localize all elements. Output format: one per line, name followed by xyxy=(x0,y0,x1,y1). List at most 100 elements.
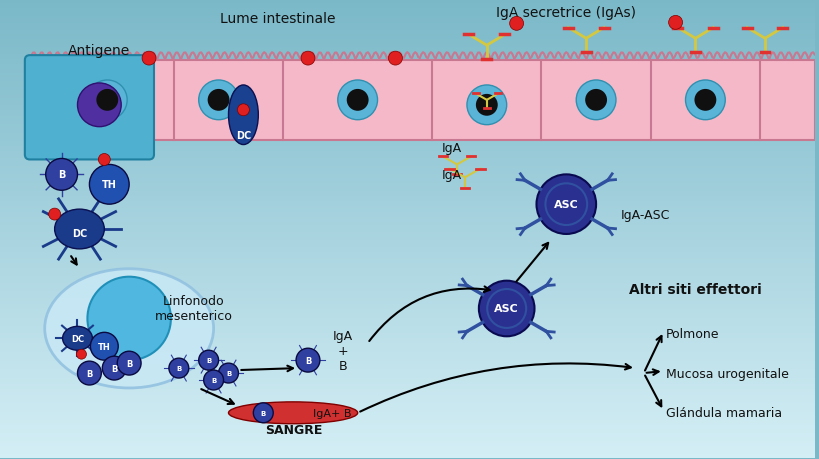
Bar xyxy=(0,241,814,242)
Bar xyxy=(0,187,814,188)
Bar xyxy=(0,293,814,294)
Bar xyxy=(0,151,814,152)
Bar xyxy=(0,32,814,33)
Bar xyxy=(0,120,814,122)
Bar xyxy=(0,225,814,227)
Bar xyxy=(0,68,814,69)
Bar xyxy=(0,300,814,301)
Bar xyxy=(0,257,814,258)
Bar xyxy=(0,5,814,6)
Bar xyxy=(0,64,814,65)
Bar xyxy=(0,195,814,196)
Circle shape xyxy=(46,159,78,191)
Text: IgA-ASC: IgA-ASC xyxy=(620,208,669,221)
Bar xyxy=(0,280,814,281)
Bar xyxy=(0,254,814,255)
Circle shape xyxy=(509,17,523,31)
Bar xyxy=(0,281,814,282)
Bar xyxy=(0,384,814,385)
Bar xyxy=(0,185,814,186)
Bar xyxy=(0,427,814,428)
Bar xyxy=(0,114,814,116)
Bar xyxy=(0,385,814,386)
Text: IgA
+
B: IgA + B xyxy=(333,329,352,372)
Bar xyxy=(0,455,814,457)
Bar xyxy=(0,370,814,371)
Bar xyxy=(0,106,814,107)
Bar xyxy=(0,273,814,274)
Ellipse shape xyxy=(55,210,104,249)
Bar xyxy=(0,400,814,401)
Bar xyxy=(0,444,814,445)
Ellipse shape xyxy=(229,402,357,424)
Bar xyxy=(0,210,814,211)
Circle shape xyxy=(198,350,219,370)
FancyBboxPatch shape xyxy=(29,61,814,140)
Bar xyxy=(0,267,814,268)
Bar xyxy=(0,94,814,95)
Bar xyxy=(0,50,814,51)
Bar xyxy=(0,347,814,348)
Bar xyxy=(0,258,814,259)
Bar xyxy=(0,158,814,159)
Circle shape xyxy=(89,165,129,205)
Bar xyxy=(0,216,814,217)
Bar xyxy=(0,75,814,76)
Bar xyxy=(0,365,814,366)
Circle shape xyxy=(97,90,118,112)
Text: B: B xyxy=(126,359,132,368)
Bar xyxy=(0,367,814,368)
Bar xyxy=(0,434,814,435)
Bar xyxy=(0,368,814,369)
Bar xyxy=(0,285,814,286)
Bar xyxy=(0,63,814,64)
Bar xyxy=(0,345,814,346)
Bar xyxy=(0,77,814,78)
Bar xyxy=(0,334,814,335)
Bar xyxy=(0,72,814,73)
Bar xyxy=(0,289,814,290)
Text: Polmone: Polmone xyxy=(665,327,718,340)
Bar xyxy=(0,374,814,375)
Bar xyxy=(0,421,814,422)
Bar xyxy=(0,420,814,421)
Bar xyxy=(0,232,814,234)
Bar xyxy=(0,22,814,23)
Bar xyxy=(0,38,814,39)
Bar xyxy=(0,27,814,28)
Bar xyxy=(0,131,814,132)
Circle shape xyxy=(88,277,170,360)
Bar xyxy=(0,186,814,187)
Bar xyxy=(0,392,814,393)
Circle shape xyxy=(475,95,497,117)
Bar xyxy=(0,337,814,339)
Bar xyxy=(0,227,814,228)
Ellipse shape xyxy=(45,269,213,388)
Circle shape xyxy=(466,86,506,125)
Bar xyxy=(0,192,814,193)
Bar xyxy=(0,171,814,172)
Bar xyxy=(0,168,814,169)
Bar xyxy=(0,149,814,150)
Bar xyxy=(0,139,814,140)
Bar xyxy=(0,249,814,250)
Bar xyxy=(0,448,814,449)
Bar xyxy=(0,73,814,74)
Bar xyxy=(0,101,814,103)
Bar xyxy=(0,328,814,329)
Bar xyxy=(0,57,814,58)
Circle shape xyxy=(98,154,110,166)
Bar xyxy=(0,445,814,446)
Bar xyxy=(0,358,814,359)
Text: TH: TH xyxy=(102,180,116,190)
Text: B: B xyxy=(176,365,181,371)
Bar xyxy=(0,84,814,85)
Bar xyxy=(0,49,814,50)
Bar xyxy=(0,58,814,59)
Bar xyxy=(0,179,814,180)
Text: B: B xyxy=(58,170,66,180)
Bar xyxy=(0,284,814,285)
Bar xyxy=(0,341,814,342)
Bar xyxy=(0,78,814,79)
Bar xyxy=(0,276,814,277)
